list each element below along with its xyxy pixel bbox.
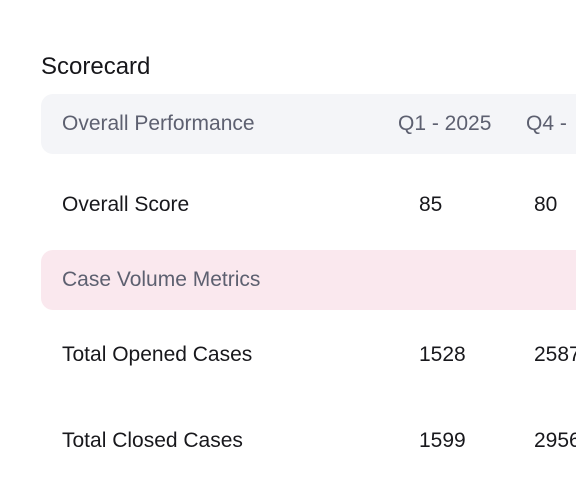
metric-value-q1: 1599 <box>419 429 466 452</box>
metric-value-q4: 80 <box>534 193 558 216</box>
column-header-q4: Q4 - <box>526 112 567 135</box>
metric-label: Overall Score <box>62 193 190 216</box>
metric-value-q4: 2587 <box>534 343 576 366</box>
scorecard-table: Overall Performance Q1 - 2025 Q4 - Overa… <box>41 94 576 471</box>
table-header-row: Overall Performance Q1 - 2025 Q4 - <box>41 94 576 154</box>
metric-label: Total Opened Cases <box>62 343 253 366</box>
header-label: Overall Performance <box>62 112 255 135</box>
table-row: Overall Score 85 80 <box>41 175 576 235</box>
table-row: Total Opened Cases 1528 2587 <box>41 325 576 385</box>
metric-value-q1: 85 <box>419 193 443 216</box>
section-row-case-volume: Case Volume Metrics <box>41 250 576 310</box>
column-header-q1-2025: Q1 - 2025 <box>398 112 492 135</box>
table-row: Total Closed Cases 1599 2956 <box>41 411 576 471</box>
metric-value-q1: 1528 <box>419 343 466 366</box>
page-title: Scorecard <box>41 53 151 80</box>
metric-label: Total Closed Cases <box>62 429 243 452</box>
metric-value-q4: 2956 <box>534 429 576 452</box>
section-label: Case Volume Metrics <box>62 268 261 291</box>
